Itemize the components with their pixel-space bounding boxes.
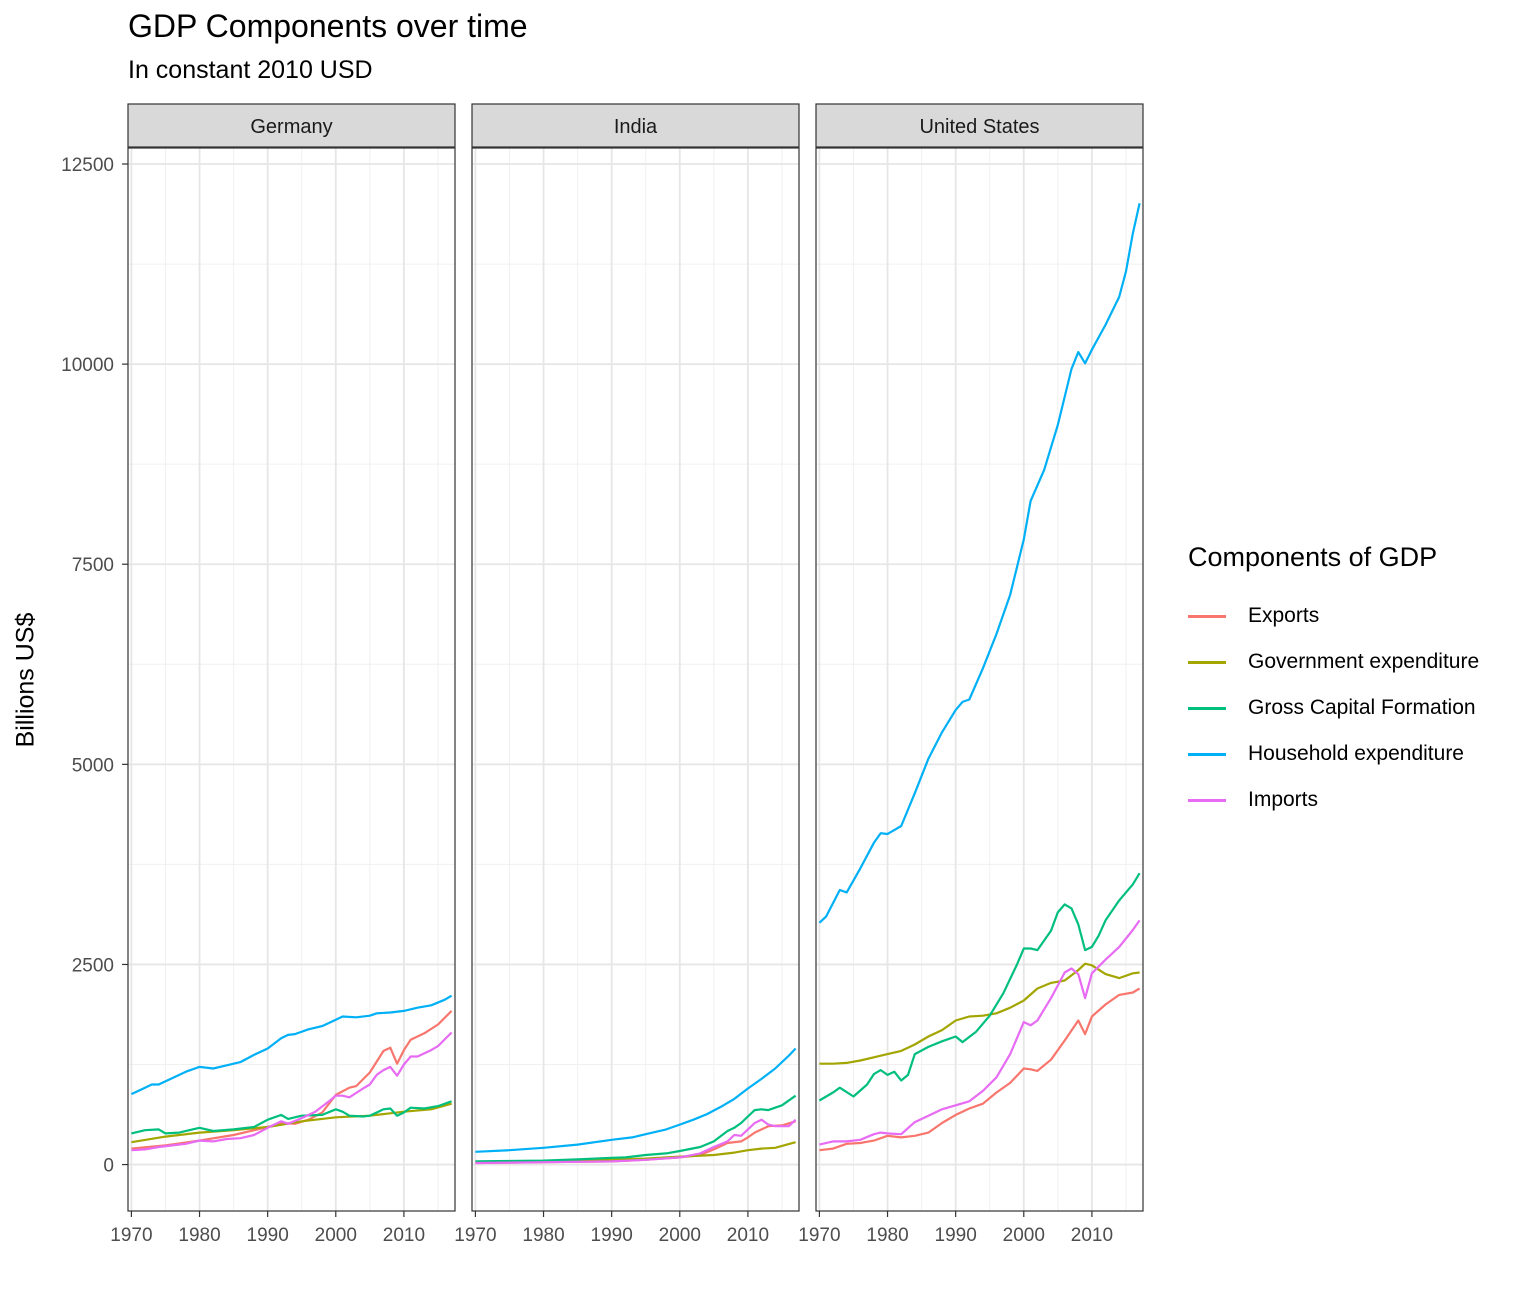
series-line-imports [819, 919, 1141, 1146]
x-tick-label: 2000 [315, 1225, 357, 1246]
series-line-government-expenditure [131, 1102, 452, 1144]
y-tick-label: 2500 [72, 955, 114, 976]
series-line-exports [819, 987, 1141, 1152]
legend-label-government-expenditure: Government expenditure [1248, 650, 1480, 673]
series-line-imports [475, 1118, 797, 1165]
series-line-imports [131, 1031, 453, 1152]
y-tick-label: 12500 [61, 155, 114, 176]
legend-item-exports: Exports [1188, 593, 1479, 639]
x-tick-label: 1980 [866, 1225, 908, 1246]
legend-item-gross-capital-formation: Gross Capital Formation [1188, 685, 1479, 731]
chart-title: GDP Components over time [128, 8, 528, 44]
y-tick-label: 0 [103, 1156, 114, 1177]
series-line-gross-capital-formation [818, 872, 1141, 1102]
panel-border [815, 147, 1144, 1212]
x-tick-label: 2000 [659, 1225, 701, 1246]
legend-item-imports: Imports [1188, 777, 1479, 823]
x-tick-label: 2010 [727, 1225, 769, 1246]
facet-panel-united-states: United States 1970 1980 1990 2000 2010 [798, 103, 1144, 1246]
y-tick-label: 7500 [72, 555, 114, 576]
legend-label-imports: Imports [1248, 788, 1319, 811]
legend-key-household-expenditure [1188, 752, 1226, 756]
y-tick-label: 5000 [72, 755, 114, 776]
chart-subtitle: In constant 2010 USD [128, 56, 373, 84]
facet-strip-label: India [614, 116, 658, 138]
facet-strip-label: Germany [250, 116, 332, 138]
facet-strip-label: United States [919, 116, 1039, 138]
legend-label-gross-capital-formation: Gross Capital Formation [1248, 696, 1476, 719]
facet-strip [127, 103, 456, 148]
legend-key-government-expenditure [1188, 660, 1226, 664]
series-line-household-expenditure [130, 994, 453, 1096]
facet-panel-india: India 1970 1980 1990 2000 2010 [454, 103, 800, 1246]
legend: Components of GDP Exports Government exp… [1188, 542, 1479, 823]
x-tick-label: 1970 [798, 1225, 840, 1246]
x-tick-label: 1990 [935, 1225, 977, 1246]
legend-title: Components of GDP [1188, 542, 1438, 572]
x-tick-label: 2000 [1003, 1225, 1045, 1246]
x-tick-label: 2010 [383, 1225, 425, 1246]
y-tick-label: 10000 [61, 355, 114, 376]
legend-item-government-expenditure: Government expenditure [1188, 639, 1479, 685]
x-tick-label: 1970 [110, 1225, 152, 1246]
x-tick-label: 1990 [591, 1225, 633, 1246]
x-tick-label: 1980 [522, 1225, 564, 1246]
panel-border [471, 147, 800, 1212]
legend-label-household-expenditure: Household expenditure [1248, 742, 1464, 765]
series-line-gross-capital-formation [475, 1094, 797, 1163]
series-line-exports [131, 1010, 453, 1150]
x-tick-label: 1980 [178, 1225, 220, 1246]
legend-label-exports: Exports [1248, 604, 1320, 627]
series-line-household-expenditure [475, 1047, 797, 1153]
facet-panel-germany: Germany 1970 1980 1990 2000 2010 [110, 103, 456, 1246]
facet-strip [815, 103, 1144, 148]
x-tick-label: 1990 [247, 1225, 289, 1246]
x-tick-label: 2010 [1071, 1225, 1113, 1246]
legend-key-gross-capital-formation [1188, 706, 1226, 710]
series-line-household-expenditure [818, 202, 1141, 924]
facet-strip [471, 103, 800, 148]
series-line-gross-capital-formation [131, 1100, 452, 1135]
panel-border [127, 147, 456, 1212]
x-tick-label: 1970 [454, 1225, 496, 1246]
legend-key-imports [1188, 798, 1226, 802]
legend-key-exports [1188, 614, 1226, 618]
legend-item-household-expenditure: Household expenditure [1188, 731, 1479, 777]
